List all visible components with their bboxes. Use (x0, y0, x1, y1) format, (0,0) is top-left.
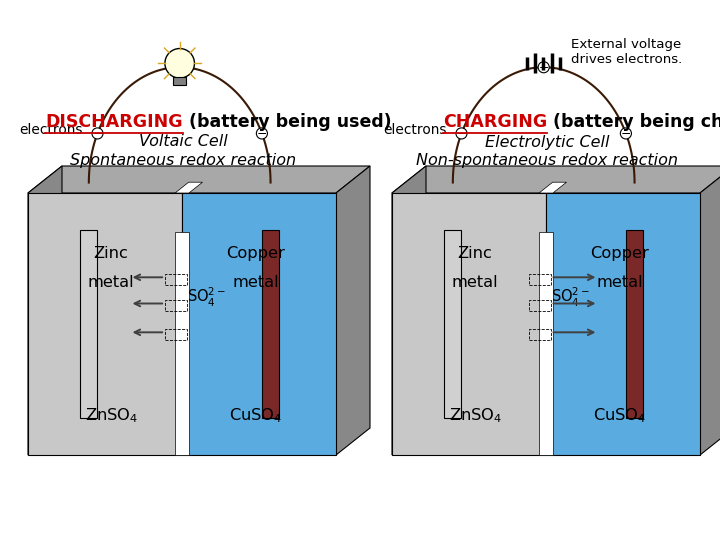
Text: metal: metal (597, 275, 643, 290)
Text: metal: metal (88, 275, 135, 290)
Circle shape (621, 128, 631, 139)
Circle shape (174, 62, 185, 73)
Text: Copper: Copper (227, 246, 285, 261)
Bar (529, 300, 551, 312)
Polygon shape (539, 182, 567, 193)
Text: CuSO$_4$: CuSO$_4$ (593, 406, 647, 425)
Text: DISCHARGING: DISCHARGING (45, 113, 183, 131)
Text: (battery being used): (battery being used) (183, 113, 392, 131)
Text: metal: metal (452, 275, 498, 290)
Polygon shape (700, 166, 720, 455)
Bar (529, 329, 551, 340)
Polygon shape (28, 193, 182, 455)
Circle shape (256, 128, 267, 139)
Text: electrons: electrons (383, 123, 447, 137)
Bar (262, 230, 279, 418)
Polygon shape (336, 166, 370, 455)
Text: −: − (92, 127, 103, 140)
Bar (173, 77, 186, 85)
Bar (444, 230, 462, 418)
Text: Electrolytic Cell: Electrolytic Cell (485, 134, 609, 150)
Text: Non-spontaneous redox reaction: Non-spontaneous redox reaction (416, 153, 678, 168)
Polygon shape (392, 166, 426, 455)
Circle shape (165, 49, 194, 78)
Text: drives electrons.: drives electrons. (572, 53, 683, 66)
Text: −: − (257, 127, 267, 140)
Bar (165, 300, 186, 312)
Bar (626, 230, 643, 418)
Text: Spontaneous redox reaction: Spontaneous redox reaction (70, 153, 296, 168)
Text: SO$_4^{2-}$: SO$_4^{2-}$ (187, 286, 226, 309)
Text: ZnSO$_4$: ZnSO$_4$ (449, 406, 502, 425)
Text: SO$_4^{2-}$: SO$_4^{2-}$ (551, 286, 590, 309)
Text: metal: metal (233, 275, 279, 290)
Polygon shape (28, 166, 370, 193)
Text: −: − (539, 60, 549, 74)
Text: Copper: Copper (590, 246, 649, 261)
Bar (165, 329, 186, 340)
Text: electrons: electrons (19, 123, 83, 137)
Polygon shape (28, 166, 62, 455)
Text: CHARGING: CHARGING (443, 113, 547, 131)
Text: External voltage: External voltage (572, 38, 682, 51)
Polygon shape (392, 166, 720, 193)
Polygon shape (182, 193, 336, 455)
Polygon shape (546, 193, 700, 455)
Bar (165, 274, 186, 285)
Bar (81, 230, 97, 418)
Circle shape (92, 128, 103, 139)
Text: CuSO$_4$: CuSO$_4$ (229, 406, 283, 425)
Bar (175, 232, 189, 455)
Circle shape (538, 62, 549, 73)
Text: −: − (621, 127, 631, 140)
Text: ZnSO$_4$: ZnSO$_4$ (84, 406, 138, 425)
Text: (battery being charged): (battery being charged) (547, 113, 720, 131)
Text: −: − (174, 60, 185, 74)
Text: −: − (456, 127, 467, 140)
Polygon shape (392, 193, 546, 455)
Bar (529, 274, 551, 285)
Text: Zinc: Zinc (94, 246, 129, 261)
Polygon shape (175, 182, 202, 193)
Text: Zinc: Zinc (458, 246, 492, 261)
Bar (539, 232, 553, 455)
Text: Voltaic Cell: Voltaic Cell (139, 134, 228, 150)
Circle shape (456, 128, 467, 139)
